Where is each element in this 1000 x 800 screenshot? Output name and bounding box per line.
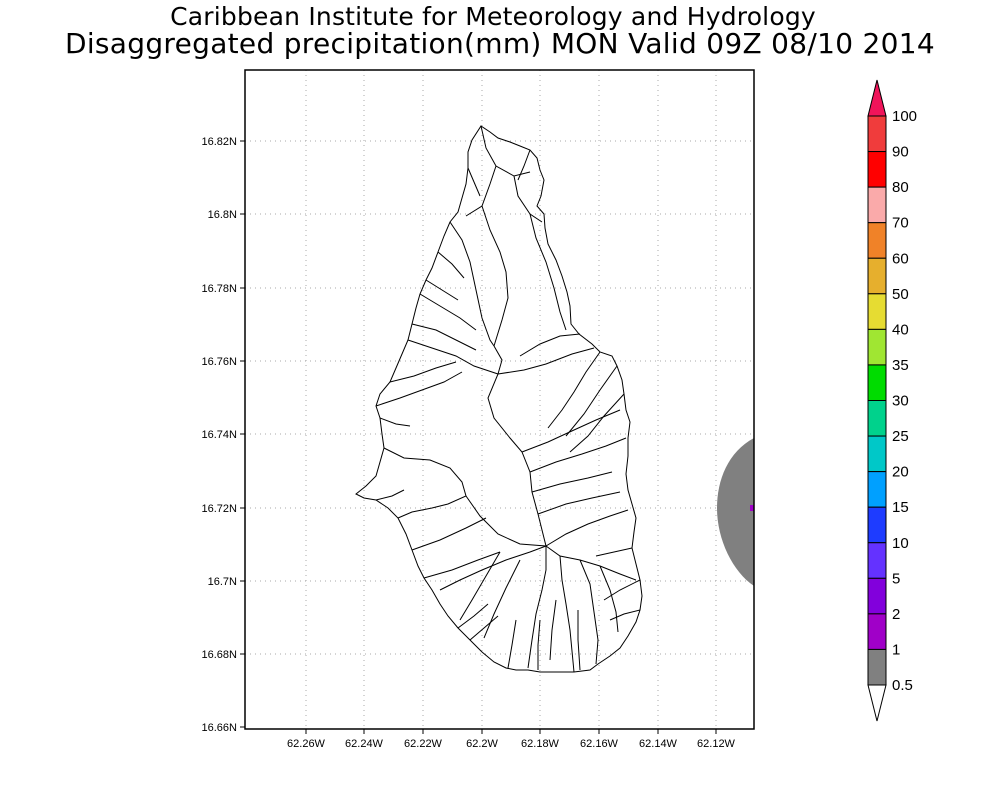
lat-tick-label: 16.82N xyxy=(202,136,238,148)
lon-tick-label: 62.12W xyxy=(697,738,736,750)
longitude-axis: 62.26W 62.24W 62.22W 62.2W 62.18W 62.16W 62.14… xyxy=(287,729,736,750)
lon-tick-label: 62.26W xyxy=(287,738,326,750)
colorbar-label: 0.5 xyxy=(892,677,913,694)
title-institute: Caribbean Institute for Meteorology and … xyxy=(170,2,816,31)
colorbar-label: 10 xyxy=(892,535,909,552)
colorbar-label: 15 xyxy=(892,499,909,516)
colorbar-segment xyxy=(867,577,887,615)
colorbar-label: 25 xyxy=(892,428,909,445)
colorbar-label: 80 xyxy=(892,179,909,196)
title-product: Disaggregated precipitation(mm) MON Vali… xyxy=(64,27,936,60)
map-gridlines xyxy=(245,70,754,729)
lat-tick-label: 16.72N xyxy=(202,503,238,515)
colorbar-segment xyxy=(867,613,887,650)
colorbar-bottom-arrow xyxy=(867,684,887,722)
colorbar-top-arrow xyxy=(867,79,887,117)
colorbar-segment xyxy=(867,435,887,473)
colorbar-label: 100 xyxy=(892,108,917,125)
colorbar-segment xyxy=(867,115,887,153)
lat-tick-label: 16.8N xyxy=(208,209,237,221)
lat-tick-label: 16.68N xyxy=(202,649,238,661)
precip-blob xyxy=(717,438,754,586)
lon-tick-label: 62.18W xyxy=(521,738,560,750)
colorbar-label: 70 xyxy=(892,215,909,232)
colorbar-segment xyxy=(867,364,887,401)
lon-tick-label: 62.24W xyxy=(345,738,384,750)
lon-tick-label: 62.16W xyxy=(580,738,619,750)
latitude-axis: 16.82N 16.8N 16.78N 16.76N 16.74N 16.72N 16.7N… xyxy=(202,136,245,734)
colorbar-label: 35 xyxy=(892,357,909,374)
colorbar-label: 60 xyxy=(892,250,909,267)
lat-tick-label: 16.74N xyxy=(202,429,238,441)
lat-tick-label: 16.78N xyxy=(202,283,238,295)
colorbar-segment xyxy=(867,648,887,686)
precip-area xyxy=(717,438,754,586)
colorbar-segment xyxy=(867,328,887,366)
colorbar-segment xyxy=(867,257,887,295)
colorbar: 100 90 80 70 60 50 40 35 30 25 20 15 10 5 2 1 0.5 xyxy=(867,79,917,722)
colorbar-label: 90 xyxy=(892,144,909,161)
island-outline xyxy=(355,125,643,673)
colorbar-segment xyxy=(867,506,887,544)
colorbar-label: 50 xyxy=(892,286,909,303)
lat-tick-label: 16.66N xyxy=(202,722,238,734)
precip-marker xyxy=(750,505,754,511)
colorbar-segment xyxy=(867,400,887,437)
lon-tick-label: 62.2W xyxy=(466,738,498,750)
colorbar-label: 40 xyxy=(892,321,909,338)
colorbar-label: 20 xyxy=(892,464,909,481)
colorbar-label: 1 xyxy=(892,641,900,658)
lat-tick-label: 16.7N xyxy=(208,576,237,588)
map-frame xyxy=(244,69,755,730)
colorbar-segment xyxy=(867,542,887,579)
watershed-lines xyxy=(375,125,641,673)
lat-tick-label: 16.76N xyxy=(202,356,238,368)
colorbar-segment xyxy=(867,186,887,224)
colorbar-segment xyxy=(867,151,887,188)
colorbar-label: 2 xyxy=(892,606,900,623)
coastline xyxy=(355,125,643,673)
colorbar-segment xyxy=(867,471,887,508)
colorbar-segment xyxy=(867,293,887,330)
colorbar-label: 5 xyxy=(892,570,900,587)
lon-tick-label: 62.22W xyxy=(404,738,443,750)
colorbar-segment xyxy=(867,222,887,259)
colorbar-label: 30 xyxy=(892,393,909,410)
lon-tick-label: 62.14W xyxy=(639,738,678,750)
